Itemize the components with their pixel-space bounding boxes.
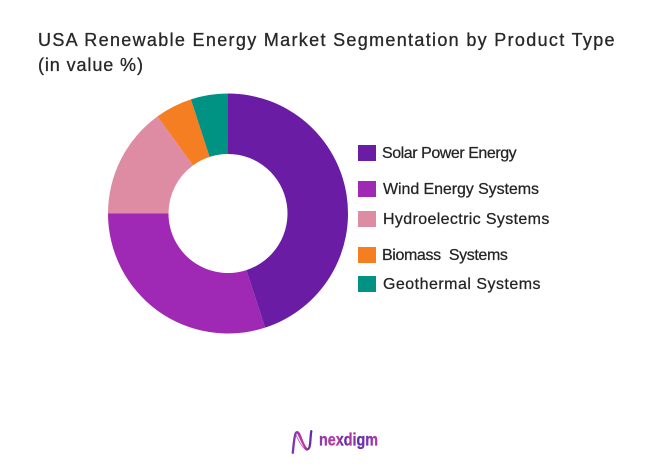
svg-text:nexdigm: nexdigm [319,429,378,449]
